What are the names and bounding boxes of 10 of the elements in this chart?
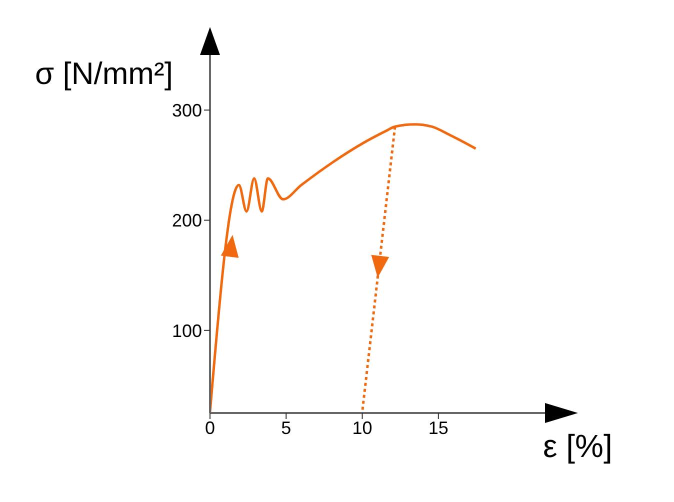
x-tick-label: 15 [428,418,448,438]
y-axis-title: σ [N/mm²] [35,56,173,91]
x-tick-label: 10 [352,418,372,438]
y-tick-label: 100 [172,320,202,341]
x-tick-label: 0 [204,418,216,438]
y-tick-label: 300 [172,100,202,120]
line-series [210,123,477,413]
x-axis-title: ε [%] [543,428,612,464]
y-tick-label: 200 [172,210,202,231]
x-tick-label: 5 [281,418,292,438]
